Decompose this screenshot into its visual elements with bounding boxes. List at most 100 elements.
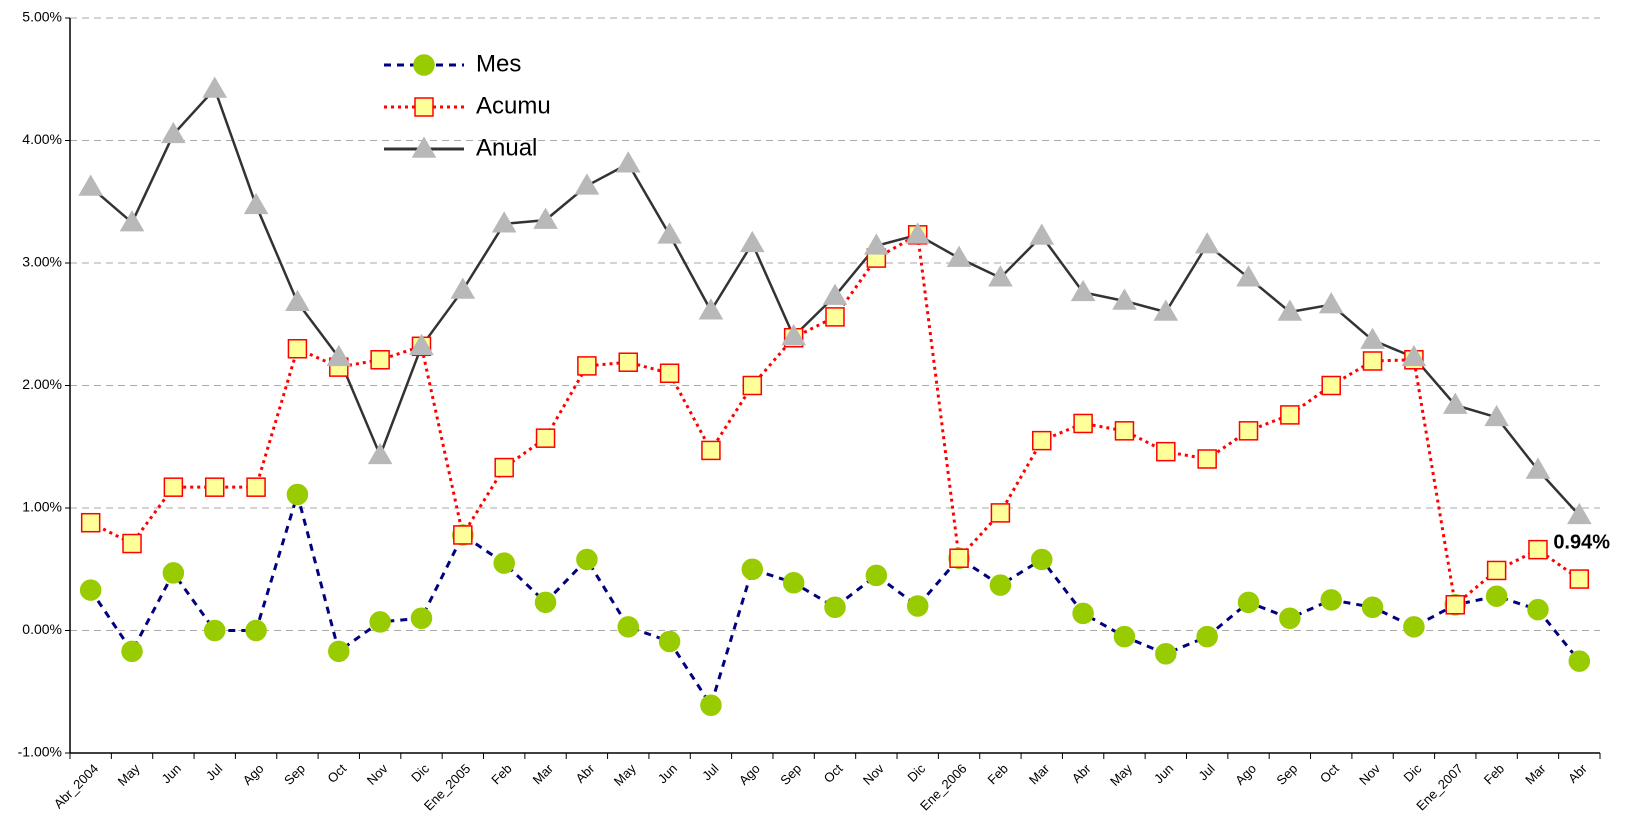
point (618, 352, 638, 372)
point (246, 477, 266, 497)
point (825, 307, 845, 327)
point (533, 207, 558, 229)
data-label: 0.94% (1553, 532, 1610, 554)
point (1236, 265, 1261, 287)
point (1528, 539, 1548, 560)
point (742, 375, 763, 396)
point (822, 283, 848, 305)
x-tick-label: Jun (1151, 761, 1176, 786)
point (990, 503, 1011, 523)
x-tick-label: Jul (1195, 761, 1217, 783)
point (1361, 596, 1384, 618)
x-tick-label: Nov (364, 761, 391, 788)
legend-label: Mes (476, 50, 521, 77)
point (574, 173, 600, 195)
point (162, 562, 185, 584)
y-tick-label: 1.00% (22, 499, 62, 515)
point (163, 477, 184, 497)
point (80, 512, 101, 533)
point (1277, 299, 1303, 321)
point (453, 525, 473, 545)
x-tick-label: Ago (240, 761, 267, 788)
point (577, 356, 597, 376)
point (1485, 585, 1508, 607)
point (1237, 591, 1260, 614)
point (615, 151, 641, 173)
x-tick-label: Feb (1481, 761, 1507, 787)
point (450, 277, 476, 299)
x-tick-label: Oct (1317, 761, 1342, 786)
point (576, 548, 598, 571)
point (659, 363, 680, 383)
legend-marker (411, 136, 437, 158)
point (1153, 299, 1179, 321)
point (1442, 392, 1468, 414)
point (410, 607, 433, 629)
point (79, 579, 102, 601)
point (204, 477, 225, 497)
point (1073, 413, 1093, 434)
point (1238, 421, 1259, 441)
point (905, 222, 931, 244)
point (1568, 650, 1591, 672)
legend-marker (414, 97, 434, 117)
point (1155, 643, 1177, 665)
point (1362, 351, 1383, 371)
point (161, 121, 186, 144)
point (1197, 449, 1217, 469)
point (78, 174, 103, 196)
y-tick-label: 0.00% (22, 621, 62, 637)
x-tick-label: Mar (1026, 760, 1053, 787)
x-tick-label: Jul (699, 761, 721, 783)
point (1318, 292, 1344, 314)
point (245, 619, 267, 642)
point (658, 630, 681, 653)
point (1320, 589, 1342, 611)
point (1070, 279, 1096, 302)
x-tick-label: May (115, 761, 143, 789)
x-tick-label: Nov (1356, 761, 1383, 788)
point (989, 574, 1012, 596)
point (1569, 569, 1590, 589)
point (1445, 595, 1466, 615)
point (949, 548, 969, 568)
point (494, 457, 514, 478)
point (741, 558, 764, 580)
point (491, 211, 517, 233)
point (700, 694, 722, 716)
point (243, 192, 269, 215)
point (122, 533, 142, 554)
point (121, 640, 143, 663)
x-tick-label: Abr (1069, 760, 1094, 785)
legend-label: Acumu (476, 92, 551, 119)
point (657, 222, 682, 244)
legend-marker (413, 54, 435, 76)
x-tick-label: Nov (860, 761, 887, 788)
x-tick-label: May (611, 761, 639, 789)
x-tick-label: Mar (530, 760, 557, 787)
point (1113, 625, 1136, 648)
x-tick-label: Oct (324, 761, 349, 786)
point (1360, 327, 1385, 349)
point (864, 233, 889, 255)
x-tick-label: Abr (573, 760, 598, 785)
point (287, 339, 308, 359)
point (1031, 548, 1053, 571)
point (988, 265, 1013, 287)
point (1525, 457, 1551, 479)
point (824, 596, 846, 618)
point (1279, 607, 1301, 629)
point (1029, 223, 1055, 245)
point (326, 344, 352, 367)
x-tick-label: Dic (1401, 761, 1425, 785)
x-tick-label: Jun (655, 761, 680, 786)
y-tick-label: 2.00% (22, 376, 62, 392)
x-tick-label: Oct (821, 761, 846, 786)
x-tick-label: May (1107, 761, 1135, 789)
point (1032, 430, 1052, 451)
point (1280, 405, 1300, 425)
point (1527, 598, 1549, 621)
x-tick-label: Dic (408, 761, 432, 785)
point (782, 571, 805, 594)
point (701, 440, 721, 461)
